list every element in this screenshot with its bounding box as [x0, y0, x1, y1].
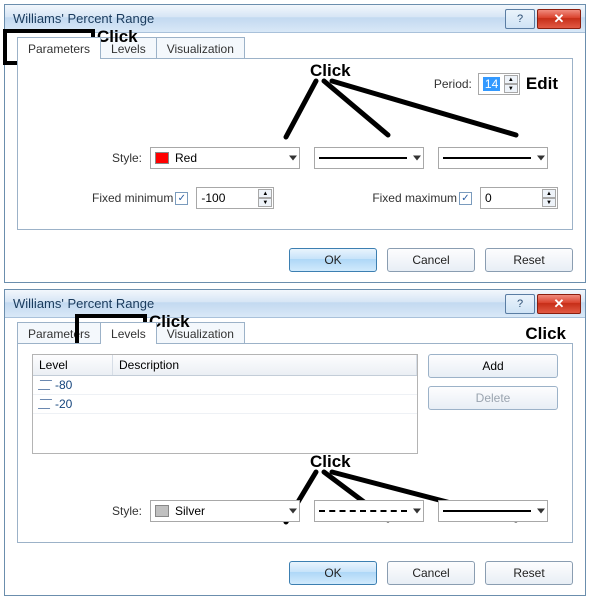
- fixed-min-input[interactable]: -100 ▲▼: [196, 187, 274, 209]
- grid-cell-level: -80: [33, 376, 113, 394]
- fixed-max-spinner[interactable]: ▲▼: [542, 189, 556, 207]
- help-button[interactable]: ?: [505, 294, 535, 314]
- tab-levels[interactable]: Levels: [100, 37, 157, 59]
- grid-cell-desc: [113, 376, 417, 394]
- tab-parameters[interactable]: Parameters: [17, 322, 101, 344]
- close-button[interactable]: ✕: [537, 294, 581, 314]
- fixed-min-spinner[interactable]: ▲▼: [258, 189, 272, 207]
- line-width-combo[interactable]: [438, 500, 548, 522]
- panel-parameters: Period: 14 ▲▼ Edit Click Style: Red: [17, 58, 573, 230]
- fixed-max-value: 0: [485, 191, 492, 205]
- levels-grid[interactable]: Level Description -80 -20: [32, 354, 418, 454]
- dialog-parameters: Williams' Percent Range ? ✕ Parameters L…: [4, 4, 586, 283]
- period-input[interactable]: 14 ▲▼: [478, 73, 520, 95]
- style-color-name: Red: [175, 151, 197, 165]
- delete-button[interactable]: Delete: [428, 386, 558, 410]
- close-button[interactable]: ✕: [537, 9, 581, 29]
- period-label: Period:: [434, 77, 472, 91]
- reset-button[interactable]: Reset: [485, 248, 573, 272]
- tab-strip: Parameters Levels Visualization: [17, 322, 573, 344]
- button-row: OK Cancel Reset: [5, 240, 585, 282]
- dialog-levels: Williams' Percent Range ? ✕ Parameters L…: [4, 289, 586, 596]
- style-label: Style:: [32, 151, 142, 165]
- grid-cell-level: -20: [33, 395, 113, 413]
- help-button[interactable]: ?: [505, 9, 535, 29]
- color-swatch: [155, 505, 169, 517]
- fixed-max-checkbox[interactable]: ✓: [459, 192, 472, 205]
- grid-header-level: Level: [33, 355, 113, 375]
- add-button[interactable]: Add: [428, 354, 558, 378]
- titlebar: Williams' Percent Range ? ✕: [5, 290, 585, 318]
- fixed-min-value: -100: [201, 191, 225, 205]
- style-label: Style:: [32, 504, 142, 518]
- tab-visualization[interactable]: Visualization: [156, 322, 245, 344]
- style-color-combo[interactable]: Red: [150, 147, 300, 169]
- annotation-edit: Edit: [526, 74, 558, 94]
- period-spinner[interactable]: ▲▼: [504, 75, 518, 93]
- tab-visualization[interactable]: Visualization: [156, 37, 245, 59]
- period-value: 14: [483, 77, 500, 91]
- cancel-button[interactable]: Cancel: [387, 561, 475, 585]
- style-color-name: Silver: [175, 504, 205, 518]
- cancel-button[interactable]: Cancel: [387, 248, 475, 272]
- grid-row[interactable]: -20: [33, 395, 417, 414]
- style-color-combo[interactable]: Silver: [150, 500, 300, 522]
- window-title: Williams' Percent Range: [13, 11, 503, 26]
- fixed-max-input[interactable]: 0 ▲▼: [480, 187, 558, 209]
- line-width-combo[interactable]: [438, 147, 548, 169]
- fixed-min-label: Fixed minimum: [92, 191, 173, 205]
- color-swatch: [155, 152, 169, 164]
- fixed-max-label: Fixed maximum: [372, 191, 457, 205]
- fixed-min-checkbox[interactable]: ✓: [175, 192, 188, 205]
- window-title: Williams' Percent Range: [13, 296, 503, 311]
- annotation-click-style: Click: [310, 452, 351, 472]
- line-style-combo[interactable]: [314, 147, 424, 169]
- panel-levels: Click Level Description -80 -20: [17, 343, 573, 543]
- grid-cell-desc: [113, 395, 417, 413]
- titlebar: Williams' Percent Range ? ✕: [5, 5, 585, 33]
- grid-header-desc: Description: [113, 355, 417, 375]
- grid-row[interactable]: -80: [33, 376, 417, 395]
- tab-levels[interactable]: Levels: [100, 322, 157, 344]
- reset-button[interactable]: Reset: [485, 561, 573, 585]
- line-style-combo[interactable]: [314, 500, 424, 522]
- ok-button[interactable]: OK: [289, 561, 377, 585]
- ok-button[interactable]: OK: [289, 248, 377, 272]
- tab-parameters[interactable]: Parameters: [17, 37, 101, 59]
- tab-strip: Parameters Levels Visualization: [17, 37, 573, 59]
